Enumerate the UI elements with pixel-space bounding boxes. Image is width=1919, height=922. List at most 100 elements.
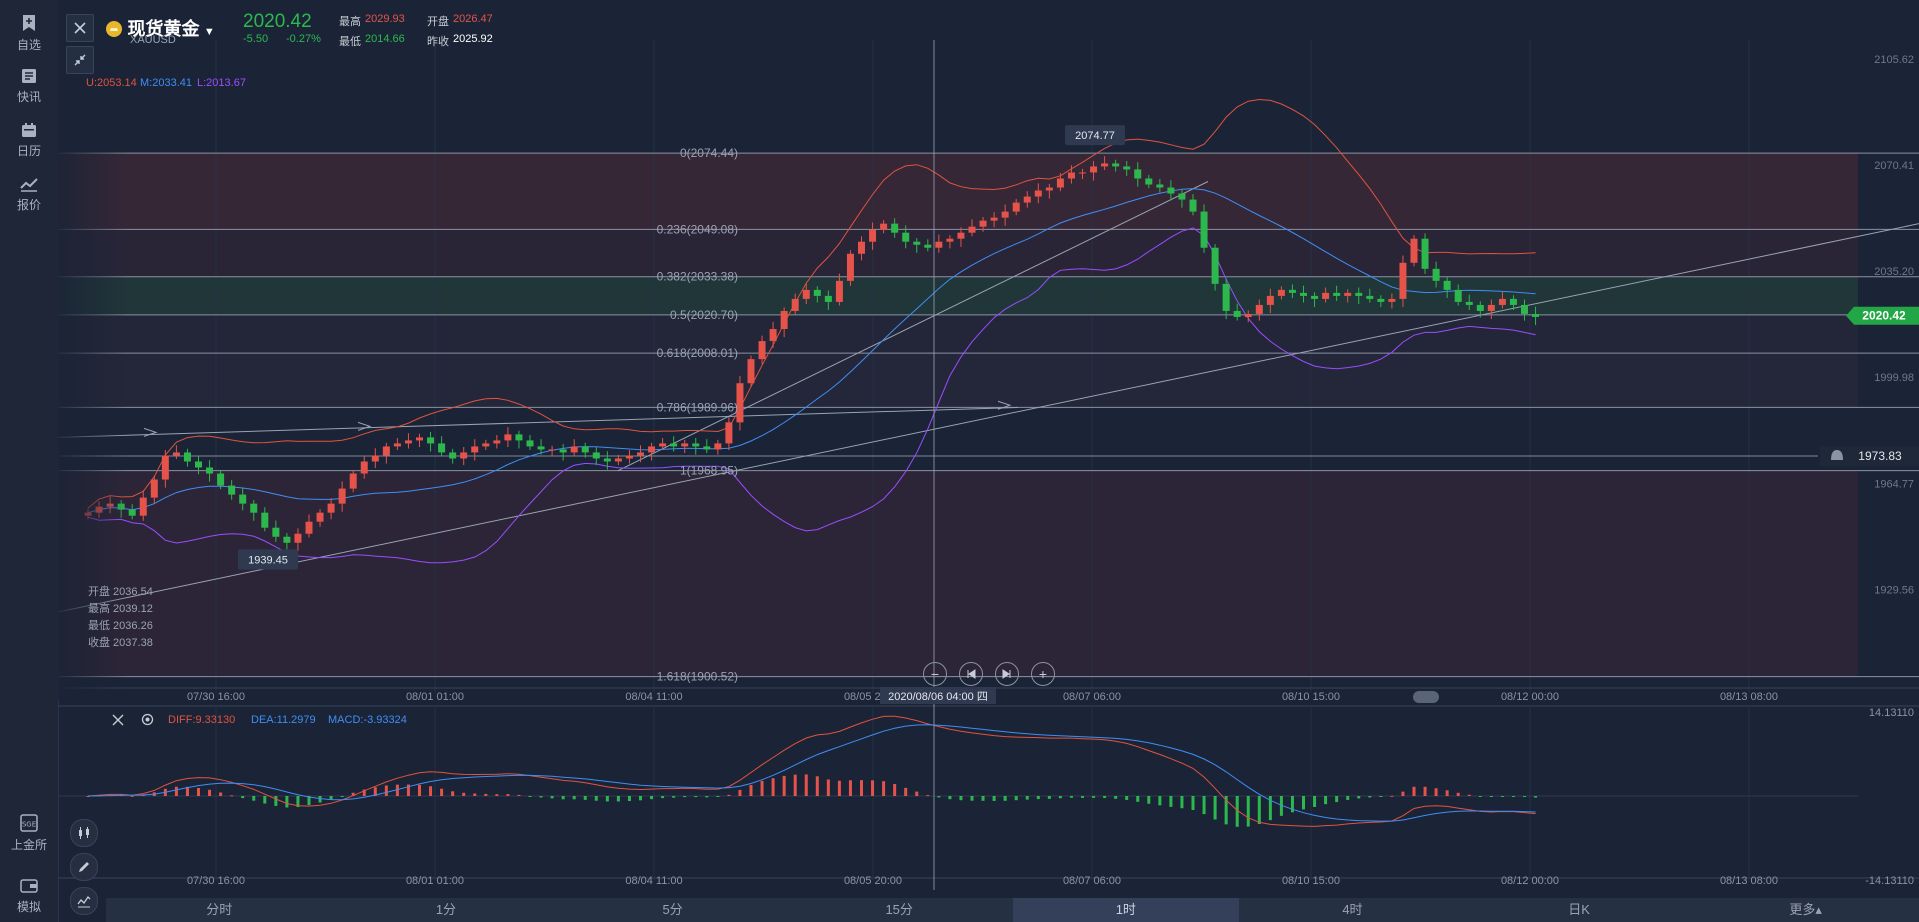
candle — [1056, 178, 1064, 188]
candle — [206, 467, 214, 474]
candle — [1355, 292, 1363, 296]
macd-bar — [495, 794, 499, 796]
scroll-start-button[interactable] — [959, 662, 983, 686]
period-tabs: 分时 1分 5分 15分 1时 4时 日K 更多▴ — [106, 898, 1919, 922]
settings-icon — [141, 713, 154, 726]
trend-line — [58, 223, 1919, 613]
sidebar-item-watchlist[interactable]: 自选 — [0, 14, 58, 53]
macd-bar — [1412, 786, 1416, 796]
zoom-in-button[interactable]: + — [1031, 662, 1055, 686]
macd-bar — [1423, 786, 1427, 796]
candle — [1388, 298, 1396, 302]
macd-bar — [1324, 796, 1328, 805]
candle — [217, 473, 225, 486]
chart-area[interactable]: 07/30 16:00 07/30 16:00 08/01 01:00 08/01 0… — [58, 0, 1919, 922]
candle — [835, 280, 843, 302]
macd-diff-label: DIFF:9.33130 — [168, 714, 236, 726]
tab-period[interactable]: 日K — [1568, 902, 1590, 917]
sidebar-item-demo[interactable]: 模拟 — [0, 878, 58, 915]
tab-period[interactable]: 4时 — [1342, 902, 1363, 917]
macd-x-tick-label: 08/01 01:00 — [406, 875, 464, 887]
sidebar-item-news[interactable]: 快讯 — [0, 68, 58, 105]
macd-bar — [1456, 792, 1460, 796]
macd-bar — [639, 796, 642, 801]
macd-bar — [616, 796, 620, 802]
candle — [526, 440, 534, 447]
crosshair-label-bg — [880, 687, 996, 704]
macd-bar — [771, 778, 775, 796]
macd-settings-button[interactable] — [141, 713, 154, 731]
tab-period[interactable]: 15分 — [885, 902, 913, 917]
collapse-button[interactable] — [66, 46, 94, 74]
macd-x-tick-label: 08/12 00:00 — [1501, 875, 1559, 887]
tab-period[interactable]: 1时 — [1012, 898, 1240, 922]
skip-back-icon — [967, 669, 976, 679]
macd-bar — [285, 796, 289, 808]
macd-bar — [1257, 796, 1261, 825]
macd-bar — [959, 796, 963, 801]
macd-bar — [837, 780, 841, 796]
macd-bar — [252, 796, 256, 801]
y-tick-label: 2035.20 — [1874, 266, 1914, 278]
x-tick-label: 08/10 15:00 — [1282, 691, 1340, 703]
candle — [592, 452, 600, 459]
macd-bar — [185, 786, 189, 796]
tab-period[interactable]: 分时 — [206, 902, 233, 917]
candle — [824, 295, 832, 302]
tab-period[interactable]: 1分 — [435, 902, 457, 917]
indicator-button[interactable] — [70, 887, 98, 915]
symbol-selector[interactable]: 现货黄金 ▼ — [105, 15, 215, 41]
macd-bar — [451, 791, 455, 796]
candle — [902, 232, 910, 242]
low-label: 最低 — [339, 36, 361, 48]
macd-bar — [1390, 795, 1394, 797]
candle — [1266, 295, 1274, 305]
sidebar-item-quotes[interactable]: 报价 — [0, 176, 58, 213]
macd-bar — [992, 796, 996, 801]
y-tick-label: 1929.56 — [1874, 584, 1914, 596]
candle — [1233, 310, 1241, 317]
x-tick-label: 08/04 11:00 — [625, 691, 682, 703]
candle — [360, 461, 368, 474]
macd-bar — [594, 796, 598, 801]
candle — [1123, 166, 1131, 170]
candle-type-button[interactable] — [70, 819, 98, 847]
sidebar-item-label: 快讯 — [16, 90, 41, 104]
candle — [548, 449, 556, 451]
candle — [1222, 283, 1230, 311]
sidebar-item-sge[interactable]: SGE 上金所 — [0, 814, 58, 853]
macd-bar — [860, 780, 863, 796]
macd-close-button[interactable] — [112, 713, 124, 731]
y-tick-label: 1964.77 — [1874, 478, 1914, 490]
candle — [239, 494, 247, 504]
macd-bar — [418, 784, 421, 796]
chevron-down-icon: ▼ — [203, 26, 215, 38]
scroll-toggle[interactable] — [1413, 691, 1439, 703]
macd-bar — [406, 784, 410, 796]
chart-canvas[interactable]: 07/30 16:00 07/30 16:00 08/01 01:00 08/01 0… — [58, 0, 1919, 922]
macd-bar — [1235, 796, 1239, 827]
draw-tool-button[interactable] — [70, 853, 98, 881]
candle — [195, 461, 202, 468]
macd-bar — [373, 787, 377, 796]
boll-upper-line — [87, 98, 1536, 509]
candle — [294, 533, 302, 543]
macd-bar — [1534, 796, 1538, 798]
candle — [1509, 298, 1517, 305]
candle — [1178, 193, 1186, 200]
scroll-end-button[interactable] — [995, 662, 1019, 686]
tab-period[interactable]: 5分 — [662, 902, 683, 917]
sidebar-item-calendar[interactable]: 日历 — [0, 122, 58, 159]
candle — [1521, 304, 1528, 314]
trend-arrow — [997, 400, 1012, 410]
close-chart-button[interactable] — [66, 14, 94, 42]
zoom-out-button[interactable]: − — [923, 662, 947, 686]
candle — [1465, 301, 1473, 305]
macd-bar — [506, 794, 510, 796]
candle — [1101, 163, 1109, 167]
macd-bar — [197, 787, 200, 796]
tab-period[interactable]: 更多▴ — [1789, 902, 1822, 917]
candle — [161, 455, 169, 480]
candle — [659, 443, 667, 447]
macd-bar — [848, 780, 852, 796]
